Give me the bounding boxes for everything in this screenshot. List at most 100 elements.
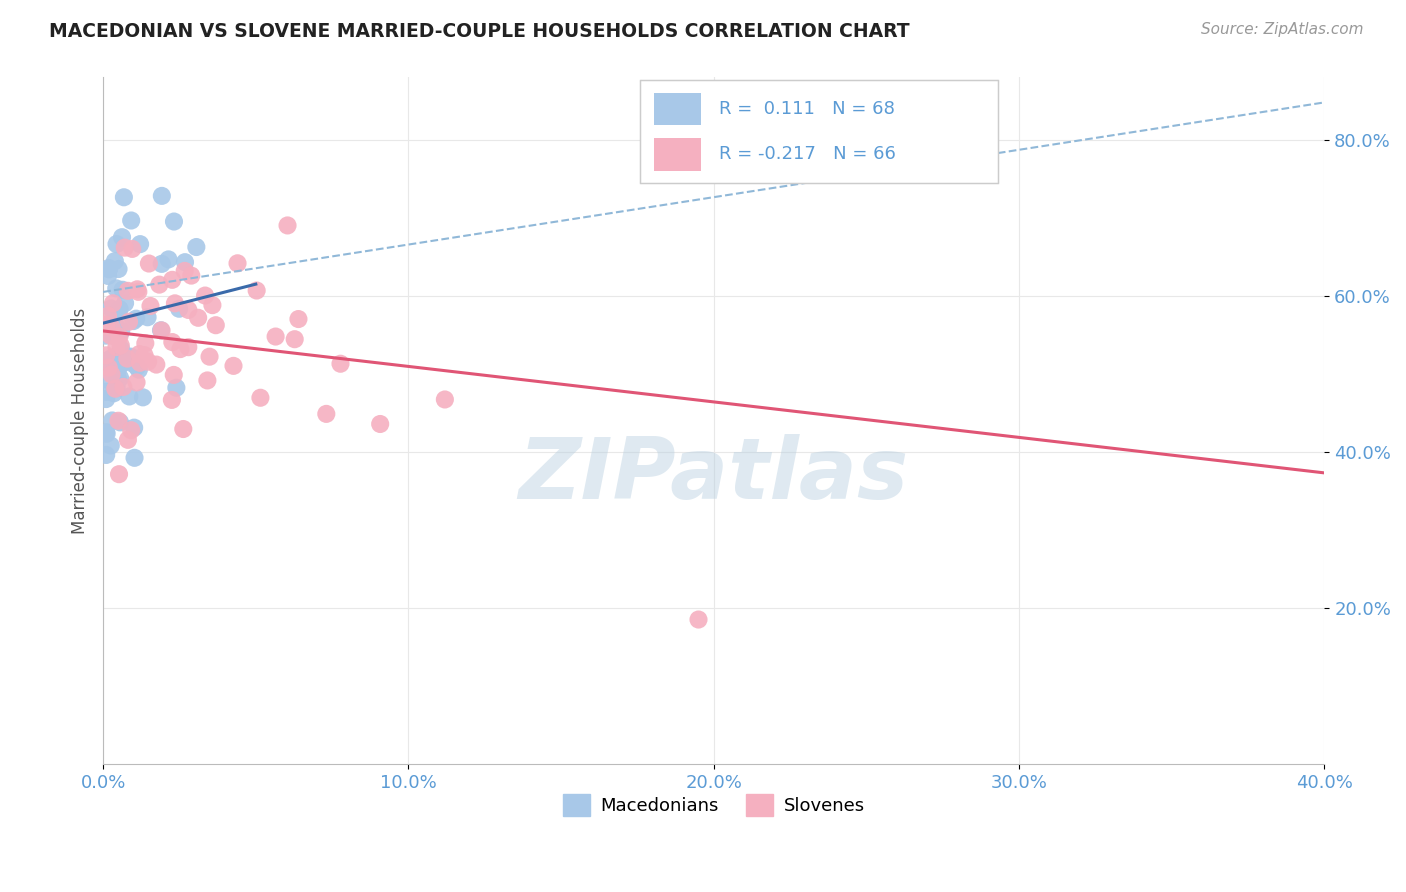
Point	[98, 352, 121, 367]
Point	[96, 372, 118, 386]
Point	[107, 414, 129, 428]
Point	[110, 338, 132, 352]
Bar	[654, 137, 700, 170]
Point	[195, 374, 218, 388]
Point	[104, 382, 127, 396]
Point	[173, 264, 195, 278]
Point	[100, 351, 122, 366]
Point	[107, 363, 129, 377]
Point	[101, 360, 124, 375]
Point	[112, 190, 135, 204]
Point	[105, 340, 128, 354]
Point	[125, 376, 148, 390]
Point	[100, 301, 122, 316]
Point	[114, 351, 136, 365]
Point	[97, 268, 120, 283]
Point	[110, 324, 132, 338]
Point	[120, 213, 142, 227]
Point	[177, 340, 200, 354]
Point	[117, 284, 139, 298]
Point	[264, 329, 287, 343]
Point	[97, 260, 120, 275]
Point	[125, 311, 148, 326]
Point	[368, 417, 391, 431]
Point	[201, 298, 224, 312]
Point	[180, 268, 202, 283]
Point	[118, 389, 141, 403]
Point	[329, 357, 352, 371]
Point	[186, 240, 208, 254]
Point	[198, 350, 221, 364]
Point	[120, 351, 142, 365]
Point	[96, 328, 118, 343]
Y-axis label: Married-couple Households: Married-couple Households	[72, 308, 89, 533]
Point	[117, 433, 139, 447]
Point	[111, 283, 134, 297]
Point	[105, 375, 128, 389]
Point	[134, 336, 156, 351]
Point	[108, 467, 131, 482]
Point	[177, 302, 200, 317]
Point	[98, 318, 121, 332]
Point	[129, 356, 152, 370]
Point	[108, 302, 131, 317]
Point	[120, 423, 142, 437]
Text: MACEDONIAN VS SLOVENE MARRIED-COUPLE HOUSEHOLDS CORRELATION CHART: MACEDONIAN VS SLOVENE MARRIED-COUPLE HOU…	[49, 22, 910, 41]
Point	[150, 323, 173, 337]
Point	[122, 314, 145, 328]
Point	[127, 285, 149, 299]
Point	[136, 310, 159, 325]
Point	[163, 214, 186, 228]
Point	[148, 277, 170, 292]
Point	[128, 347, 150, 361]
Point	[138, 256, 160, 270]
Point	[127, 282, 149, 296]
Point	[96, 384, 118, 399]
Point	[104, 254, 127, 268]
Point	[162, 273, 184, 287]
Point	[108, 416, 131, 430]
Point	[172, 422, 194, 436]
Point	[107, 323, 129, 337]
Point	[118, 315, 141, 329]
Point	[129, 237, 152, 252]
Point	[96, 426, 118, 441]
Point	[163, 368, 186, 382]
Point	[174, 255, 197, 269]
Point	[150, 189, 173, 203]
Point	[105, 281, 128, 295]
Point	[246, 284, 269, 298]
Point	[284, 332, 307, 346]
Point	[157, 252, 180, 267]
Point	[150, 257, 173, 271]
Point	[110, 343, 132, 357]
Point	[139, 299, 162, 313]
Point	[160, 392, 183, 407]
Point	[111, 230, 134, 244]
Point	[226, 256, 249, 270]
Point	[96, 392, 118, 406]
Bar	[654, 93, 700, 126]
Point	[121, 242, 143, 256]
Point	[100, 320, 122, 334]
Point	[136, 355, 159, 369]
Point	[165, 381, 187, 395]
Point	[117, 353, 139, 368]
Point	[96, 448, 118, 462]
Point	[145, 358, 167, 372]
Point	[169, 342, 191, 356]
Point	[96, 425, 118, 439]
Point	[96, 318, 118, 332]
Point	[100, 439, 122, 453]
Text: R =  0.111   N = 68: R = 0.111 N = 68	[718, 100, 894, 118]
Point	[107, 372, 129, 386]
Point	[433, 392, 456, 407]
Text: R = -0.217   N = 66: R = -0.217 N = 66	[718, 145, 896, 163]
Point	[122, 420, 145, 434]
Point	[101, 413, 124, 427]
Point	[187, 310, 209, 325]
Point	[98, 262, 121, 277]
Text: Source: ZipAtlas.com: Source: ZipAtlas.com	[1201, 22, 1364, 37]
Point	[249, 391, 271, 405]
Point	[96, 318, 118, 332]
